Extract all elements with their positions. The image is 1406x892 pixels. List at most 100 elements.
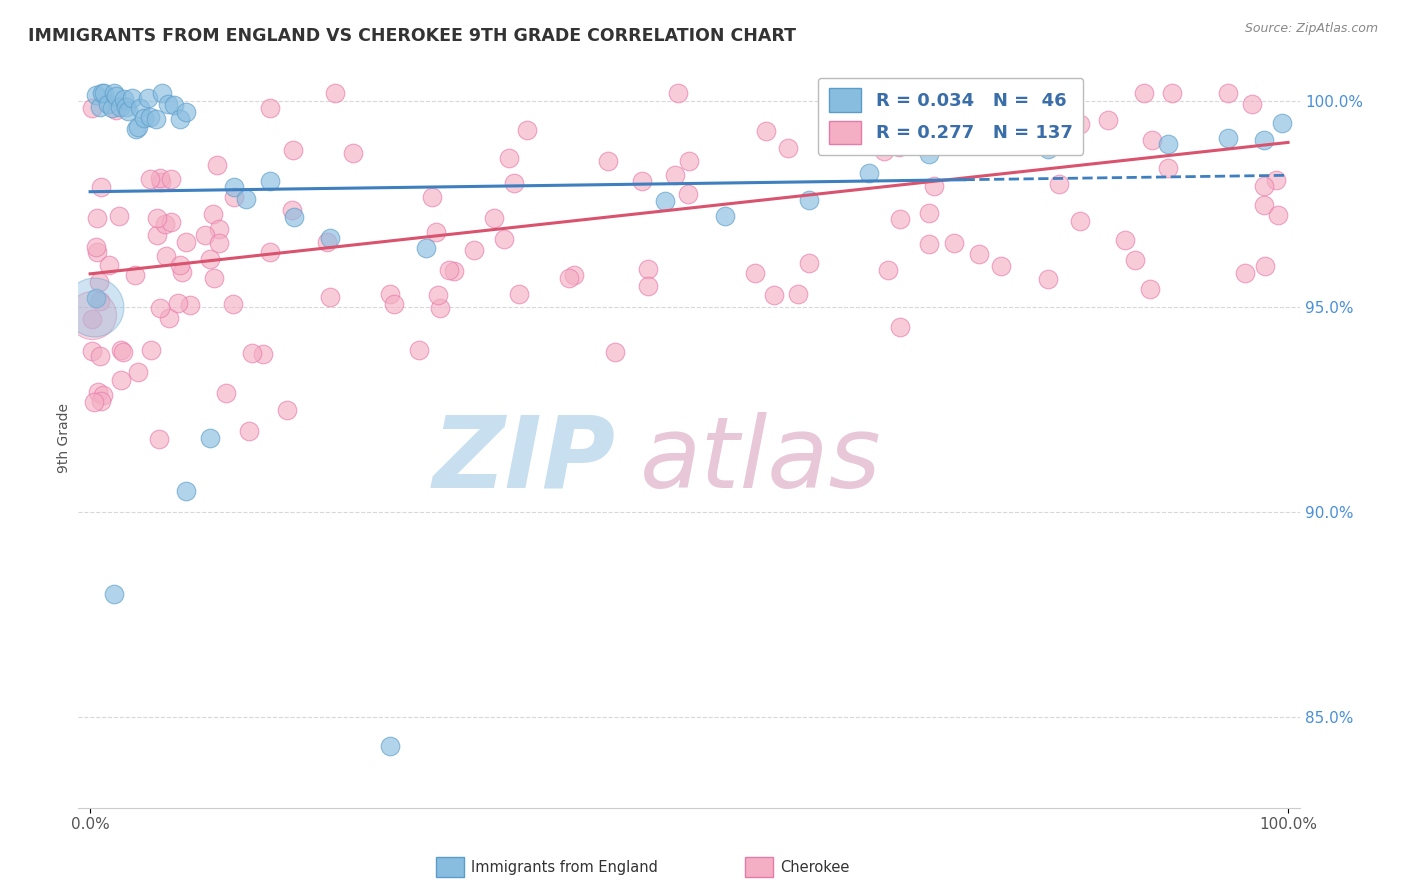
Point xyxy=(755,124,778,138)
Point xyxy=(797,193,820,207)
Point xyxy=(318,289,340,303)
Point xyxy=(89,100,111,114)
Point xyxy=(215,386,238,401)
Point xyxy=(889,212,911,227)
Point xyxy=(889,319,911,334)
Point xyxy=(149,171,172,186)
Point xyxy=(148,432,170,446)
Point xyxy=(259,102,281,116)
Point xyxy=(1157,136,1180,151)
Point xyxy=(439,263,461,277)
Text: Immigrants from England: Immigrants from England xyxy=(471,861,658,875)
Point xyxy=(87,276,110,290)
Text: IMMIGRANTS FROM ENGLAND VS CHEROKEE 9TH GRADE CORRELATION CHART: IMMIGRANTS FROM ENGLAND VS CHEROKEE 9TH … xyxy=(28,27,796,45)
Point xyxy=(105,89,128,103)
Point xyxy=(80,102,103,116)
Point xyxy=(124,122,146,136)
Point xyxy=(259,244,281,259)
Point xyxy=(408,343,430,358)
Point xyxy=(1069,117,1091,131)
Point xyxy=(776,141,799,155)
Point xyxy=(443,264,465,278)
Point xyxy=(112,92,135,106)
Legend: R = 0.034   N =  46, R = 0.277   N = 137: R = 0.034 N = 46, R = 0.277 N = 137 xyxy=(818,78,1083,154)
Point xyxy=(129,101,152,115)
Point xyxy=(276,402,298,417)
Text: atlas: atlas xyxy=(640,412,882,508)
Point xyxy=(167,296,190,310)
Point xyxy=(90,179,112,194)
Point xyxy=(318,230,340,244)
Point xyxy=(1038,272,1060,286)
Point xyxy=(222,190,245,204)
Point xyxy=(1267,208,1289,222)
Point xyxy=(80,343,103,358)
Point xyxy=(139,343,162,358)
Point xyxy=(325,86,347,100)
Point xyxy=(84,88,107,103)
Point xyxy=(84,239,107,253)
Point xyxy=(153,217,176,231)
Point xyxy=(145,112,167,126)
Point xyxy=(637,262,659,277)
Point xyxy=(110,373,132,387)
Point xyxy=(664,168,686,182)
Point xyxy=(426,288,449,302)
Point xyxy=(91,388,114,402)
Point xyxy=(516,123,538,137)
Point xyxy=(1253,133,1275,147)
Point xyxy=(1218,86,1240,100)
Point xyxy=(825,86,848,100)
Point xyxy=(562,268,585,282)
Point xyxy=(1140,133,1163,147)
Point xyxy=(179,297,201,311)
Point xyxy=(90,394,112,409)
Point xyxy=(112,345,135,359)
Point xyxy=(149,301,172,316)
Point xyxy=(83,394,105,409)
Point xyxy=(1114,233,1136,247)
Point xyxy=(139,172,162,186)
Y-axis label: 9th Grade: 9th Grade xyxy=(58,403,72,473)
Point xyxy=(174,105,197,120)
Point xyxy=(259,174,281,188)
Text: Cherokee: Cherokee xyxy=(780,861,849,875)
Point xyxy=(1253,178,1275,193)
Point xyxy=(630,174,652,188)
Point xyxy=(156,97,179,112)
Point xyxy=(150,86,173,100)
Point xyxy=(157,310,180,325)
Point xyxy=(86,245,108,260)
Point xyxy=(654,194,676,209)
Point xyxy=(762,288,785,302)
Point xyxy=(238,425,260,439)
Point xyxy=(84,292,107,306)
Point xyxy=(943,235,966,250)
Point xyxy=(194,227,217,242)
Point xyxy=(1139,282,1161,296)
Point xyxy=(103,587,125,601)
Point xyxy=(208,235,231,250)
Point xyxy=(678,154,700,169)
Point xyxy=(132,111,155,125)
Point xyxy=(139,110,162,124)
Point xyxy=(676,186,699,201)
Point xyxy=(117,104,139,119)
Point xyxy=(1240,96,1263,111)
Point xyxy=(110,343,132,358)
Text: Source: ZipAtlas.com: Source: ZipAtlas.com xyxy=(1244,22,1378,36)
Point xyxy=(124,268,146,282)
Point xyxy=(498,151,520,165)
Point xyxy=(922,178,945,193)
Point xyxy=(382,297,405,311)
Point xyxy=(787,287,810,301)
Point xyxy=(967,247,990,261)
Point xyxy=(91,87,114,101)
Point xyxy=(208,222,231,236)
Point xyxy=(93,86,115,100)
Point xyxy=(136,90,159,104)
Point xyxy=(89,293,111,308)
Point xyxy=(160,172,183,186)
Point xyxy=(1038,142,1060,156)
Point xyxy=(108,209,131,223)
